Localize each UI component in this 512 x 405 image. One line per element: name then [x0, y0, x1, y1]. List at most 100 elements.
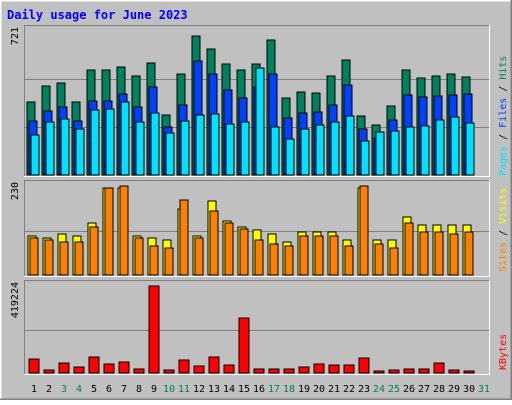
bar-kbytes [328, 364, 340, 374]
x-tick-label: 2 [46, 384, 52, 395]
bar-kbytes [88, 356, 100, 374]
bar-kbytes [268, 368, 280, 374]
bar-sites [59, 241, 69, 276]
bar-sites [134, 237, 144, 276]
bar-pages [75, 128, 85, 176]
y-max-label: 230 [10, 182, 21, 200]
bar-kbytes [58, 362, 70, 374]
bar-pages [195, 114, 205, 176]
bar-sites [29, 237, 39, 276]
bar-pages [420, 125, 430, 176]
bar-sites [329, 235, 339, 276]
bar-sites [434, 231, 444, 276]
legend-part: / [498, 128, 509, 146]
x-tick-label: 18 [283, 384, 295, 395]
x-tick-label: 31 [478, 384, 490, 395]
legend-pages-files-hits: Pages / Files / Hits [498, 56, 509, 176]
bar-kbytes [103, 363, 115, 374]
legend-part: Pages [498, 146, 509, 176]
chart-title: Daily usage for June 2023 [7, 8, 188, 22]
bar-kbytes [373, 370, 385, 374]
bar-sites [104, 187, 114, 276]
bar-kbytes [463, 370, 475, 374]
bar-sites [239, 228, 249, 276]
bar-kbytes [433, 362, 445, 374]
bar-kbytes [163, 369, 175, 374]
panel-bottom-bg [24, 280, 490, 375]
bar-pages [405, 126, 415, 176]
x-tick-label: 13 [208, 384, 220, 395]
bar-kbytes [73, 366, 85, 374]
bar-pages [465, 122, 475, 176]
bar-sites [164, 247, 174, 276]
bar-kbytes [238, 317, 250, 374]
bar-pages [345, 115, 355, 176]
bar-sites [194, 237, 204, 276]
bar-sites [404, 222, 414, 276]
bar-pages [165, 132, 175, 176]
bar-kbytes [298, 366, 310, 374]
bar-kbytes [133, 368, 145, 374]
bar-pages [240, 121, 250, 176]
x-axis-labels: 1 2 3 4 5 6 7 8 9 10 11 12 13 14 15 16 17 18 19 20 21 22 23 24 2… [31, 384, 490, 395]
bar-kbytes [253, 368, 265, 374]
bar-sites [119, 185, 129, 276]
bar-pages [30, 134, 40, 176]
bar-pages [210, 113, 220, 176]
bar-sites [374, 243, 384, 276]
bar-sites [419, 231, 429, 276]
x-tick-label: 26 [403, 384, 415, 395]
legend-part: KBytes [498, 334, 509, 370]
bar-pages [360, 140, 370, 176]
bar-kbytes [118, 361, 130, 374]
panel-middle: 230 [10, 180, 490, 277]
panel-bottom: 419224 [10, 280, 490, 375]
bar-sites [389, 247, 399, 276]
bar-pages [330, 121, 340, 176]
series-kbytes [28, 285, 475, 374]
panel-top: 721 [10, 25, 490, 177]
bar-pages [135, 121, 145, 176]
bar-sites [254, 239, 264, 276]
y-max-label: 721 [10, 27, 21, 45]
bar-pages [45, 121, 55, 176]
x-tick-label: 25 [388, 384, 400, 395]
x-tick-label: 14 [223, 384, 235, 395]
x-tick-label: 27 [418, 384, 430, 395]
bar-pages [90, 109, 100, 176]
legend-part: Sites [498, 242, 509, 272]
x-tick-label: 28 [433, 384, 445, 395]
bar-sites [314, 235, 324, 276]
bar-kbytes [223, 364, 235, 374]
x-tick-label: 3 [61, 384, 67, 395]
bar-kbytes [343, 364, 355, 374]
legends-layer: Pages / Files / Hits Sites / Visits KBytes [498, 56, 509, 370]
bar-sites [359, 185, 369, 276]
bar-kbytes [43, 369, 55, 374]
bar-pages [450, 116, 460, 176]
bar-pages [390, 130, 400, 176]
bar-kbytes [208, 356, 220, 374]
bar-pages [435, 119, 445, 176]
bar-sites [464, 231, 474, 276]
legend-part: / [498, 80, 509, 98]
bar-sites [74, 241, 84, 276]
legend-kbytes: KBytes [498, 334, 509, 370]
bar-kbytes [313, 363, 325, 374]
bar-sites [284, 245, 294, 276]
bar-pages [285, 138, 295, 176]
x-tick-label: 8 [136, 384, 142, 395]
bar-kbytes [388, 369, 400, 374]
bar-kbytes [418, 368, 430, 374]
bar-kbytes [448, 369, 460, 374]
x-tick-label: 4 [76, 384, 82, 395]
legend-part: Files [498, 98, 509, 128]
x-tick-label: 6 [106, 384, 112, 395]
x-tick-label: 15 [238, 384, 250, 395]
x-tick-label: 16 [253, 384, 265, 395]
legend-part: / [498, 224, 509, 242]
x-tick-label: 20 [313, 384, 325, 395]
x-tick-label: 23 [358, 384, 370, 395]
bar-pages [315, 124, 325, 176]
